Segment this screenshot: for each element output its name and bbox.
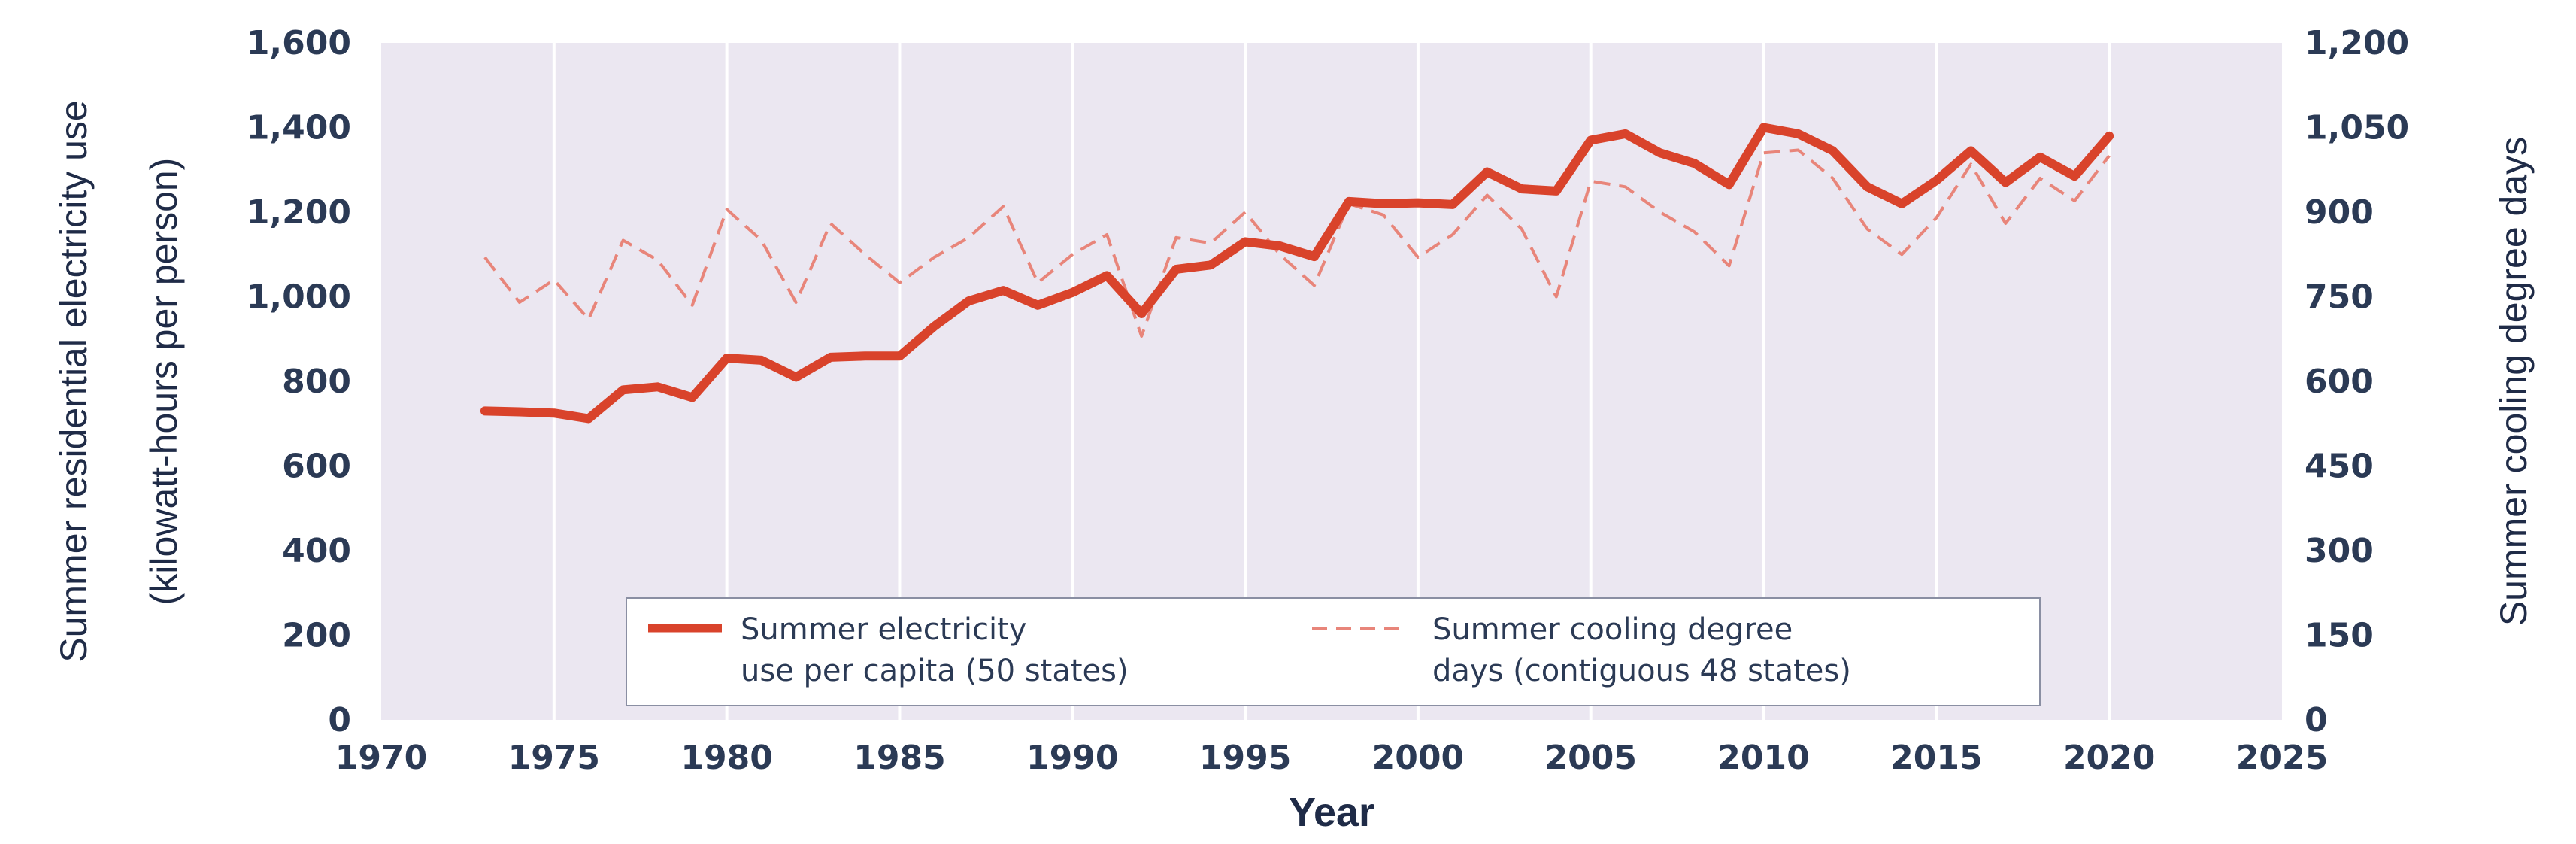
- y-axis-title-line-2: (kilowatt-hours per person): [143, 158, 185, 606]
- y-axis-title-line-1: Summer residential electricity use: [53, 100, 95, 663]
- y2-tick-labels: 0 150 300 450 600 750 900 1,050 1,200: [2305, 24, 2409, 739]
- x-tick-label: 1995: [1199, 739, 1291, 777]
- y-tick-label: 1,600: [247, 24, 351, 62]
- y-tick-label: 400: [282, 532, 351, 570]
- y-axis-title: Summer residential electricity use (kilo…: [53, 100, 185, 663]
- legend-label-cooling-line-1: Summer cooling degree: [1432, 612, 1793, 647]
- x-tick-label: 1980: [680, 739, 772, 777]
- x-tick-label: 2025: [2236, 739, 2328, 777]
- line-cooling-degree-days: [483, 148, 2111, 338]
- series-cooling-degree-days: [483, 148, 2111, 338]
- x-tick-label: 1975: [508, 739, 600, 777]
- line-electricity-use: [480, 123, 2114, 424]
- legend-label-electricity-line-2: use per capita (50 states): [741, 654, 1129, 688]
- legend-label-electricity-line-1: Summer electricity: [741, 612, 1026, 647]
- y-tick-label: 1,200: [247, 193, 351, 232]
- x-tick-labels: 1970 1975 1980 1985 1990 1995 2000 2005 2010 2015…: [335, 739, 2328, 777]
- y-tick-labels: 0 200 400 600 800 1,000 1,200 1,400 1,600: [247, 24, 351, 739]
- legend-label-cooling-line-2: days (contiguous 48 states): [1432, 654, 1851, 688]
- y2-tick-label: 1,200: [2305, 24, 2409, 62]
- x-tick-label: 2005: [1544, 739, 1636, 777]
- legend-box: [626, 597, 2041, 706]
- y2-tick-label: 150: [2305, 617, 2374, 655]
- y2-tick-label: 300: [2305, 532, 2374, 570]
- series-electricity-use: [480, 123, 2114, 424]
- y-tick-label: 0: [328, 701, 351, 739]
- x-tick-label: 1990: [1026, 739, 1118, 777]
- x-tick-label: 2015: [1890, 739, 1982, 777]
- x-tick-label: 1985: [853, 739, 945, 777]
- y2-tick-label: 0: [2305, 701, 2328, 739]
- x-tick-label: 2020: [2063, 739, 2155, 777]
- y-tick-label: 600: [282, 448, 351, 486]
- y2-tick-label: 600: [2305, 363, 2374, 401]
- x-tick-label: 2000: [1372, 739, 1464, 777]
- y2-tick-label: 450: [2305, 448, 2374, 486]
- y-tick-label: 1,400: [247, 109, 351, 147]
- x-axis-title: Year: [1289, 790, 1374, 835]
- x-tick-label: 1970: [335, 739, 427, 777]
- y2-tick-label: 1,050: [2305, 109, 2409, 147]
- y2-axis-title: Summer cooling degree days: [2493, 137, 2535, 626]
- y2-tick-label: 900: [2305, 193, 2374, 232]
- y-tick-label: 1,000: [247, 278, 351, 317]
- legend: Summer electricity use per capita (50 st…: [626, 597, 2041, 706]
- y-tick-label: 200: [282, 617, 351, 655]
- x-tick-label: 2010: [1717, 739, 1809, 777]
- y-tick-label: 800: [282, 363, 351, 401]
- y2-tick-label: 750: [2305, 278, 2374, 317]
